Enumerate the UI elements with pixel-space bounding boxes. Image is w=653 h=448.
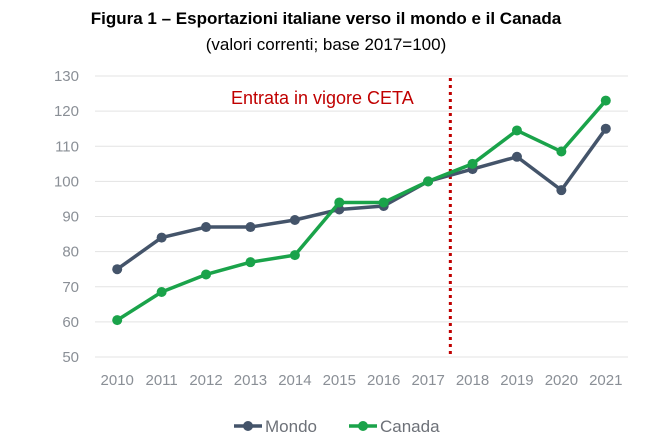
data-point-mondo bbox=[289, 215, 300, 226]
data-point-mondo bbox=[511, 151, 522, 162]
data-point-mondo bbox=[600, 123, 611, 134]
y-tick-label: 70 bbox=[62, 279, 79, 296]
series-line-canada bbox=[116, 99, 608, 322]
ceta-annotation-label: Entrata in vigore CETA bbox=[231, 88, 414, 108]
chart-subtitle: (valori correnti; base 2017=100) bbox=[206, 35, 447, 54]
data-point-canada bbox=[600, 95, 611, 106]
y-tick-label: 130 bbox=[54, 68, 79, 85]
data-point-canada bbox=[334, 197, 345, 208]
data-point-canada bbox=[289, 250, 300, 261]
y-tick-label: 100 bbox=[54, 173, 79, 190]
y-tick-label: 60 bbox=[62, 314, 79, 331]
data-point-canada bbox=[201, 269, 212, 280]
x-tick-label: 2016 bbox=[367, 372, 400, 389]
x-tick-label: 2014 bbox=[278, 372, 311, 389]
x-axis: 2010 2011 2012 2013 2014 2015 2016 2017 2018 2019… bbox=[101, 372, 623, 389]
y-tick-label: 80 bbox=[62, 244, 79, 261]
data-point-mondo bbox=[201, 222, 212, 233]
data-point-canada bbox=[112, 315, 123, 326]
legend-swatch-marker bbox=[243, 421, 253, 431]
y-tick-label: 110 bbox=[55, 138, 79, 155]
data-point-canada bbox=[467, 158, 478, 169]
x-tick-label: 2018 bbox=[456, 372, 489, 389]
series-layer bbox=[112, 95, 611, 326]
legend-label: Canada bbox=[380, 417, 440, 436]
series-line-mondo bbox=[116, 127, 608, 271]
data-point-canada bbox=[378, 197, 389, 208]
x-tick-label: 2013 bbox=[234, 372, 267, 389]
x-tick-label: 2012 bbox=[189, 372, 222, 389]
y-tick-label: 120 bbox=[54, 103, 79, 120]
y-tick-label: 90 bbox=[62, 209, 79, 226]
legend-swatch-marker bbox=[358, 421, 368, 431]
x-tick-label: 2010 bbox=[101, 372, 134, 389]
x-tick-label: 2020 bbox=[545, 372, 578, 389]
x-tick-label: 2017 bbox=[411, 372, 444, 389]
y-axis: 50 60 70 80 90 100 110 120 130 bbox=[54, 68, 79, 366]
data-point-mondo bbox=[245, 222, 256, 233]
legend-item-canada: Canada bbox=[349, 417, 440, 436]
data-point-mondo bbox=[156, 232, 167, 243]
x-tick-label: 2021 bbox=[589, 372, 622, 389]
data-point-canada bbox=[423, 176, 434, 187]
data-point-canada bbox=[156, 287, 167, 298]
ceta-annotation: Entrata in vigore CETA bbox=[231, 78, 452, 355]
grid-layer bbox=[95, 75, 628, 358]
data-point-mondo bbox=[556, 185, 567, 196]
legend: Mondo Canada bbox=[234, 417, 440, 436]
data-point-canada bbox=[245, 257, 256, 268]
legend-item-mondo: Mondo bbox=[234, 417, 317, 436]
x-tick-label: 2015 bbox=[323, 372, 356, 389]
data-point-canada bbox=[511, 125, 522, 136]
x-tick-label: 2011 bbox=[145, 372, 177, 389]
y-tick-label: 50 bbox=[62, 349, 79, 366]
chart-title: Figura 1 – Esportazioni italiane verso i… bbox=[91, 9, 562, 28]
data-point-canada bbox=[556, 146, 567, 157]
series-canada bbox=[112, 95, 611, 326]
legend-label: Mondo bbox=[265, 417, 317, 436]
x-tick-label: 2019 bbox=[500, 372, 533, 389]
data-point-mondo bbox=[112, 264, 123, 275]
